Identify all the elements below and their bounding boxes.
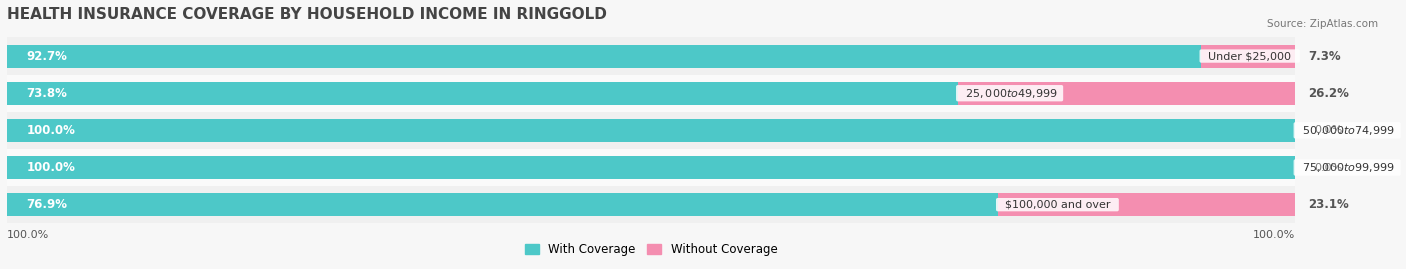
Bar <box>998 193 1295 216</box>
Text: 92.7%: 92.7% <box>27 49 67 63</box>
Text: 100.0%: 100.0% <box>27 124 75 137</box>
Bar <box>7 186 1295 223</box>
Text: 7.3%: 7.3% <box>1308 49 1341 63</box>
Bar <box>7 149 1295 186</box>
Bar <box>7 45 1201 68</box>
Bar <box>1201 45 1295 68</box>
Text: 26.2%: 26.2% <box>1308 87 1348 100</box>
Text: 100.0%: 100.0% <box>1253 230 1295 240</box>
Text: Source: ZipAtlas.com: Source: ZipAtlas.com <box>1267 19 1378 29</box>
Bar <box>957 82 1295 105</box>
Text: $75,000 to $99,999: $75,000 to $99,999 <box>1295 161 1399 174</box>
Text: 76.9%: 76.9% <box>27 198 67 211</box>
Bar <box>7 112 1295 149</box>
Text: 0.0%: 0.0% <box>1315 162 1343 172</box>
Bar <box>7 193 998 216</box>
Bar <box>7 75 1295 112</box>
Bar <box>7 37 1295 75</box>
Text: $25,000 to $49,999: $25,000 to $49,999 <box>957 87 1062 100</box>
Text: 100.0%: 100.0% <box>7 230 49 240</box>
Text: 23.1%: 23.1% <box>1308 198 1348 211</box>
Legend: With Coverage, Without Coverage: With Coverage, Without Coverage <box>520 238 782 261</box>
Bar <box>7 82 957 105</box>
Text: Under $25,000: Under $25,000 <box>1201 51 1298 61</box>
Text: 73.8%: 73.8% <box>27 87 67 100</box>
Text: 0.0%: 0.0% <box>1315 125 1343 135</box>
Text: HEALTH INSURANCE COVERAGE BY HOUSEHOLD INCOME IN RINGGOLD: HEALTH INSURANCE COVERAGE BY HOUSEHOLD I… <box>7 7 607 22</box>
Text: $100,000 and over: $100,000 and over <box>998 200 1118 210</box>
Text: $50,000 to $74,999: $50,000 to $74,999 <box>1295 124 1399 137</box>
Bar <box>7 156 1295 179</box>
Text: 100.0%: 100.0% <box>27 161 75 174</box>
Bar <box>7 119 1295 142</box>
